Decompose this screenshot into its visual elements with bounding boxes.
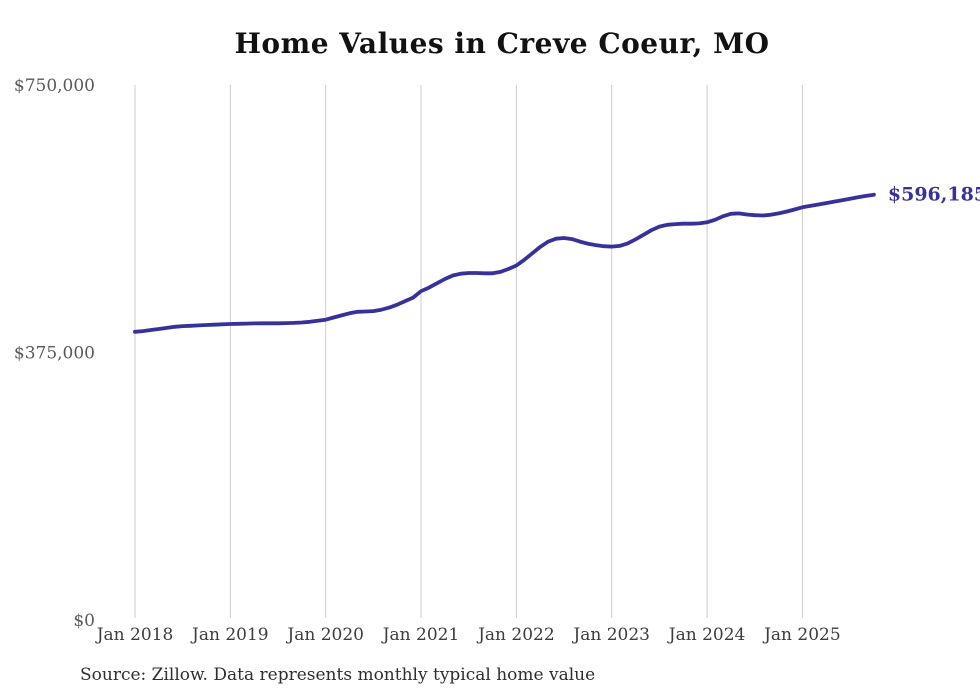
x-tick-label: Jan 2023 (571, 625, 650, 645)
x-axis-tick-labels: Jan 2018 Jan 2019 Jan 2020 Jan 2021 Jan 2022… (95, 625, 841, 645)
end-value-label: $596,185 (888, 184, 980, 206)
x-tick-label: Jan 2025 (762, 625, 841, 645)
x-tick-label: Jan 2024 (667, 625, 746, 645)
home-value-line-series (133, 192, 876, 334)
x-tick-label: Jan 2018 (95, 625, 174, 645)
chart-title: Home Values in Creve Coeur, MO (234, 27, 770, 60)
x-tick-label: Jan 2019 (190, 625, 269, 645)
y-tick-label: $375,000 (14, 343, 95, 363)
x-tick-label: Jan 2021 (381, 625, 460, 645)
y-axis-tick-labels: $0 $375,000 $750,000 (14, 76, 95, 631)
vertical-gridlines (134, 85, 803, 618)
y-tick-label: $0 (73, 611, 95, 631)
x-tick-label: Jan 2020 (285, 625, 364, 645)
source-note: Source: Zillow. Data represents monthly … (80, 665, 596, 685)
x-tick-label: Jan 2022 (476, 625, 555, 645)
y-tick-label: $750,000 (14, 76, 95, 96)
